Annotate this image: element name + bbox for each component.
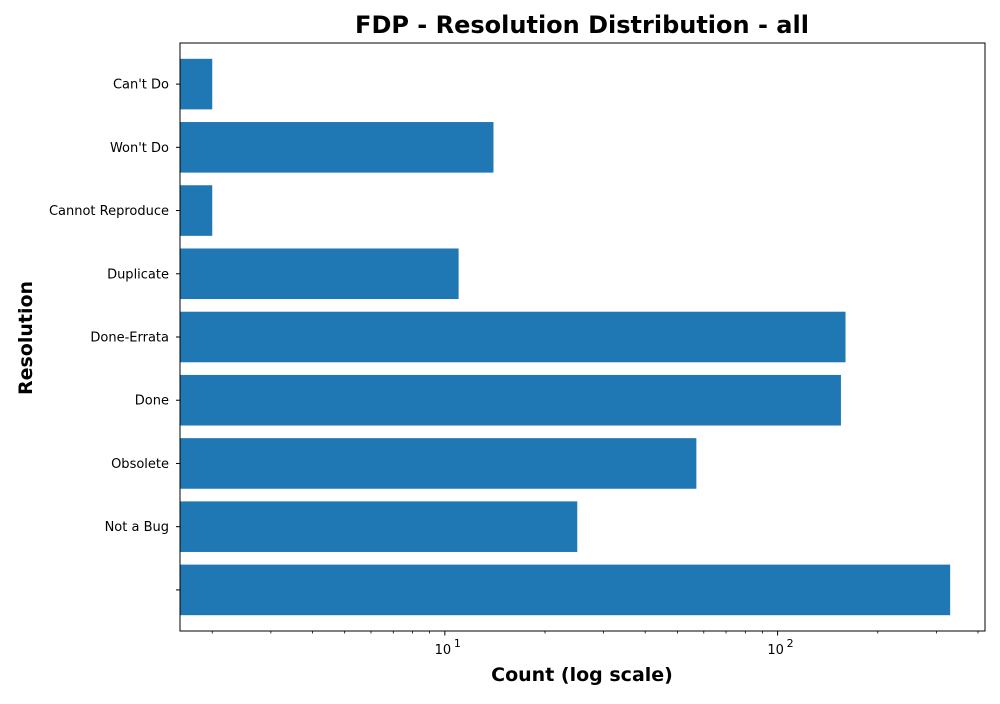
x-tick-label-base: 10	[767, 643, 784, 658]
bar-done-errata	[180, 311, 846, 363]
bar-blank	[180, 564, 951, 616]
x-tick-label: 10 1	[435, 637, 461, 658]
bar-obsolete	[180, 438, 697, 489]
bar-done	[180, 374, 841, 426]
bar-not-a-bug	[180, 501, 578, 552]
bar-duplicate	[180, 248, 459, 300]
y-tick-label-done: Done	[135, 394, 169, 409]
y-tick-label-done-errata: Done-Errata	[90, 331, 169, 346]
plot-area-frame	[179, 42, 986, 632]
y-tick-label-can-t-do: Can't Do	[113, 78, 169, 93]
y-axis-ticks: Not a Bug Obsolete Done Done-Errata Duplicat…	[49, 78, 180, 591]
y-tick-label-obsolete: Obsolete	[111, 457, 169, 472]
y-axis-label: Resolution	[15, 281, 37, 395]
y-tick-label-duplicate: Duplicate	[107, 267, 169, 282]
chart-title: FDP - Resolution Distribution - all	[355, 11, 809, 39]
bar-can-t-do	[180, 58, 213, 110]
x-tick-label-exponent: 1	[454, 637, 461, 650]
x-axis-ticks: 10 1 10 2	[211, 631, 979, 658]
x-tick-label-exponent: 2	[787, 637, 794, 650]
x-tick-label-base: 10	[435, 643, 452, 658]
x-axis-label: Count (log scale)	[491, 664, 673, 686]
bars	[180, 58, 951, 616]
x-tick-label: 10 2	[767, 637, 793, 658]
bar-won-t-do	[180, 122, 494, 173]
bar-cannot-reproduce	[180, 185, 213, 236]
y-tick-label-won-t-do: Won't Do	[110, 141, 169, 156]
y-tick-label-not-a-bug: Not a Bug	[105, 520, 169, 535]
y-tick-label-cannot-reproduce: Cannot Reproduce	[49, 204, 169, 219]
